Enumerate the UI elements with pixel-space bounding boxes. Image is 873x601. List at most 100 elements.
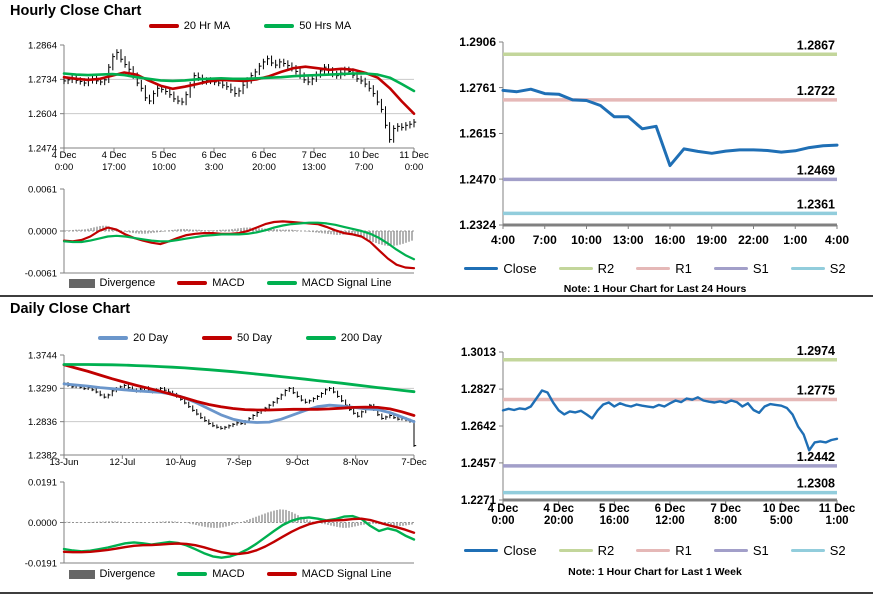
legend-line-swatch bbox=[636, 548, 671, 553]
x-tick-label: 20:00 bbox=[252, 162, 276, 173]
x-tick-label: 6 Dec bbox=[655, 503, 686, 515]
x-tick-label: 16:00 bbox=[600, 515, 629, 527]
y-tick-label: 1.2470 bbox=[459, 172, 496, 186]
legend-line-swatch bbox=[558, 548, 593, 553]
x-tick-label: 7-Sep bbox=[226, 457, 251, 468]
y-tick-label: 1.2906 bbox=[459, 35, 496, 49]
y-tick-label: 1.2382 bbox=[28, 450, 57, 461]
x-tick-label: 4:00 bbox=[825, 233, 849, 247]
legend-label: S2 bbox=[829, 543, 846, 558]
legend-line-swatch bbox=[98, 336, 129, 340]
y-tick-label: 1.2734 bbox=[28, 75, 57, 86]
legend-label: S1 bbox=[752, 543, 769, 558]
y-tick-label: 1.3013 bbox=[461, 347, 496, 359]
x-tick-label: 4 Dec bbox=[52, 150, 77, 161]
y-tick-label: 1.2761 bbox=[459, 81, 496, 95]
legend-line-swatch bbox=[464, 548, 499, 553]
hourly-pivot-legend: Close R2 R1 S1 S2 bbox=[443, 261, 867, 276]
x-tick-label: 10 Dec bbox=[349, 150, 379, 161]
legend-label: Divergence bbox=[99, 277, 156, 289]
x-tick-label: 0:00 bbox=[491, 515, 514, 527]
legend-label: Close bbox=[503, 543, 537, 558]
y-tick-label: 1.2642 bbox=[461, 421, 496, 433]
legend-line-swatch bbox=[177, 281, 208, 285]
legend-label: MACD Signal Line bbox=[301, 568, 392, 580]
legend-item: MACD Signal Line bbox=[266, 568, 392, 580]
x-tick-label: 17:00 bbox=[102, 162, 126, 173]
legend-item: S1 bbox=[713, 261, 769, 276]
x-tick-label: 7:00 bbox=[533, 233, 557, 247]
pivot-level-label: 1.2442 bbox=[797, 450, 835, 464]
legend-label: 20 Day bbox=[133, 332, 168, 344]
x-tick-label: 5 Dec bbox=[152, 150, 177, 161]
x-tick-label: 8:00 bbox=[714, 515, 737, 527]
x-tick-label: 8-Nov bbox=[343, 457, 369, 468]
x-tick-label: 1:00 bbox=[783, 233, 807, 247]
legend-line-swatch bbox=[713, 548, 748, 553]
legend-label: MACD bbox=[212, 277, 245, 289]
y-tick-label: -0.0191 bbox=[25, 558, 57, 569]
y-tick-label: 1.2615 bbox=[459, 127, 496, 141]
x-tick-label: 22:00 bbox=[738, 233, 769, 247]
x-tick-label: 0:00 bbox=[55, 162, 74, 173]
pivot-level-label: 1.2722 bbox=[797, 84, 835, 98]
legend-item: MACD bbox=[177, 568, 245, 580]
legend-item: MACD bbox=[177, 277, 245, 289]
legend-line-swatch bbox=[266, 281, 297, 285]
legend-box-swatch bbox=[68, 569, 95, 579]
x-tick-label: 1:00 bbox=[825, 515, 848, 527]
legend-label: MACD Signal Line bbox=[301, 277, 392, 289]
legend-label: R2 bbox=[597, 543, 615, 558]
hourly-section-title: Hourly Close Chart bbox=[10, 3, 142, 19]
legend-item: 20 Day bbox=[98, 332, 168, 344]
y-tick-label: 0.0000 bbox=[28, 226, 57, 237]
legend-item: 200 Day bbox=[305, 332, 382, 344]
y-tick-label: 1.3744 bbox=[28, 350, 57, 361]
legend-line-swatch bbox=[177, 572, 208, 576]
daily-ma-legend: 20 Day 50 Day 200 Day bbox=[60, 332, 420, 344]
legend-item: Close bbox=[464, 261, 537, 276]
legend-line-swatch bbox=[202, 336, 232, 340]
legend-line-swatch bbox=[266, 572, 297, 576]
hourly-macd-legend: Divergence MACD MACD Signal Line bbox=[30, 277, 430, 289]
x-tick-label: 3:00 bbox=[205, 162, 224, 173]
legend-item: S2 bbox=[790, 261, 846, 276]
legend-box-swatch bbox=[68, 278, 95, 288]
daily-section-title: Daily Close Chart bbox=[10, 301, 131, 317]
pivot-level-label: 1.2775 bbox=[797, 383, 835, 397]
legend-item: 50 Day bbox=[202, 332, 272, 344]
x-tick-label: 5 Dec bbox=[599, 503, 630, 515]
legend-item: S1 bbox=[713, 543, 769, 558]
x-tick-label: 6 Dec bbox=[202, 150, 227, 161]
y-tick-label: 1.2474 bbox=[28, 143, 57, 154]
x-tick-label: 4 Dec bbox=[543, 503, 574, 515]
legend-item: MACD Signal Line bbox=[266, 277, 392, 289]
x-tick-label: 7-Dec bbox=[401, 457, 427, 468]
y-tick-label: -0.0061 bbox=[25, 268, 57, 279]
legend-line-swatch bbox=[790, 548, 825, 553]
x-tick-label: 7:00 bbox=[355, 162, 374, 173]
legend-line-swatch bbox=[148, 24, 179, 28]
daily-pivot-legend: Close R2 R1 S1 S2 bbox=[443, 543, 867, 558]
x-tick-label: 13:00 bbox=[613, 233, 644, 247]
x-tick-label: 7 Dec bbox=[302, 150, 327, 161]
x-tick-label: 7 Dec bbox=[710, 503, 741, 515]
legend-line-swatch bbox=[464, 266, 499, 271]
legend-line-swatch bbox=[305, 336, 336, 340]
y-tick-label: 1.2457 bbox=[461, 458, 496, 470]
y-tick-label: 1.2827 bbox=[461, 384, 496, 396]
x-tick-label: 13-Jun bbox=[49, 457, 78, 468]
y-tick-label: 1.2324 bbox=[459, 218, 496, 232]
daily-macd-chart: 0.0191 0.0000 -0.0191 bbox=[25, 477, 416, 569]
hourly-ma-legend: 20 Hr MA 50 Hrs MA bbox=[80, 20, 420, 32]
legend-label: S2 bbox=[829, 261, 846, 276]
legend-label: 50 Hrs MA bbox=[299, 20, 352, 32]
x-tick-label: 11 Dec bbox=[819, 503, 856, 515]
legend-item: Divergence bbox=[68, 277, 156, 289]
legend-label: 50 Day bbox=[237, 332, 272, 344]
legend-line-swatch bbox=[713, 266, 748, 271]
pivot-level-label: 1.2974 bbox=[797, 344, 835, 358]
